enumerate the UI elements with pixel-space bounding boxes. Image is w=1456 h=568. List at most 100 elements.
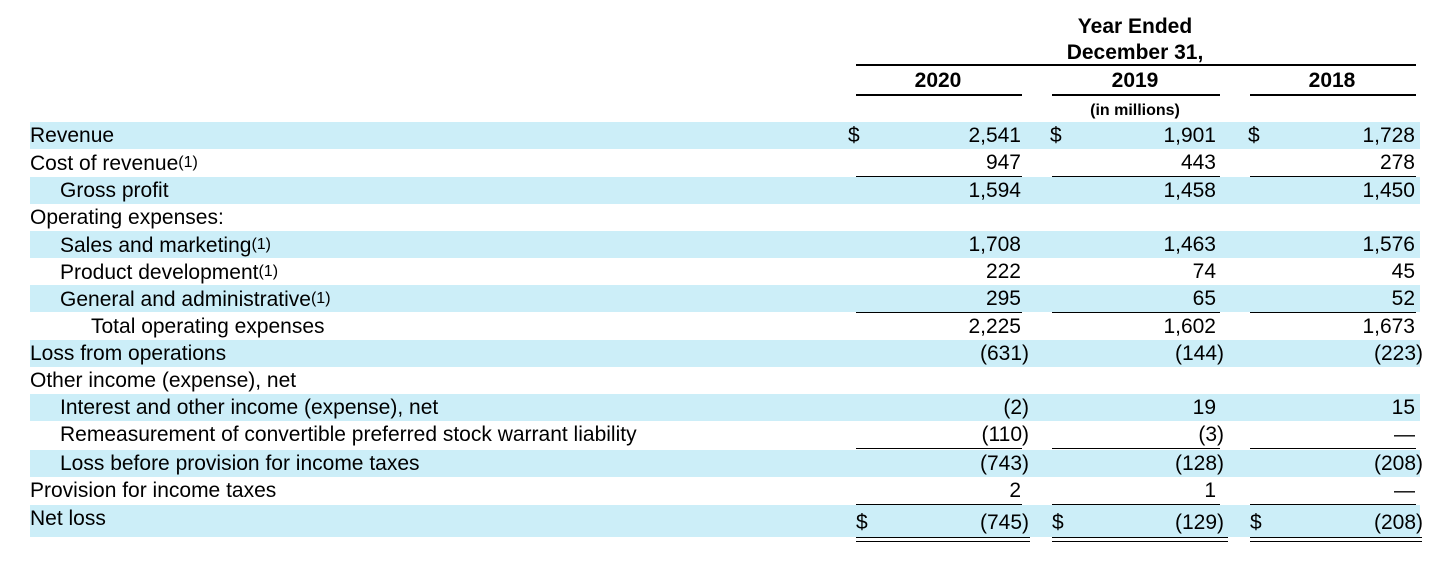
row-label: Provision for income taxes (30, 479, 277, 502)
cell-2019: (129) (1174, 511, 1224, 534)
cell-2018: (223) (1373, 342, 1423, 365)
row-label: Product development(1) (60, 258, 278, 287)
row-label-text: Sales and marketing (60, 234, 252, 257)
cell-2019: 65 (1192, 287, 1216, 310)
cell-2020: 947 (985, 151, 1021, 174)
header-span-rule (856, 64, 1416, 66)
subtotal-rule (1250, 504, 1416, 505)
row-label: Revenue (30, 124, 115, 147)
total-double-rule (856, 537, 1030, 542)
row-label-text: Cost of revenue (30, 152, 179, 175)
cell-2020: (745) (979, 511, 1029, 534)
cell-2020: (110) (981, 423, 1029, 446)
footnote-ref: (1) (251, 236, 272, 253)
year-header-2020: 2020 (914, 69, 962, 92)
cell-2020: 295 (985, 287, 1021, 310)
header-title-line1: Year Ended (1077, 15, 1193, 38)
currency-symbol: $ (1248, 124, 1260, 147)
units-label: (in millions) (1090, 102, 1180, 119)
year-rule-2020 (856, 94, 1022, 96)
cell-2019: 74 (1192, 260, 1216, 283)
table-row-cost-of-revenue: Cost of revenue(1) 947 443 278 (30, 149, 1420, 176)
row-label: Interest and other income (expense), net (60, 396, 439, 419)
cell-2019: 1,602 (1163, 315, 1216, 338)
cell-2020: 1,594 (968, 179, 1021, 202)
cell-2019: (128) (1174, 452, 1224, 475)
column-group-header: Year Ended December 31, (1030, 14, 1240, 66)
row-label: Net loss (30, 507, 106, 530)
cell-2018: (208) (1373, 452, 1423, 475)
cell-2018: 45 (1391, 260, 1415, 283)
cell-2020: 1,708 (968, 233, 1021, 256)
row-label: Operating expenses: (30, 206, 224, 229)
cell-2018: 1,673 (1362, 315, 1415, 338)
table-row-loss-before-provision: Loss before provision for income taxes (… (30, 450, 1423, 477)
cell-2019: 1,463 (1163, 233, 1216, 256)
cell-2018: 1,450 (1362, 179, 1415, 202)
total-double-rule (1052, 537, 1228, 542)
subtotal-rule (1250, 176, 1416, 177)
year-header-2019: 2019 (1111, 69, 1159, 92)
table-row-provision-for-income-taxes: Provision for income taxes 2 1 — (30, 477, 1420, 504)
subtotal-rule (856, 504, 1022, 505)
year-rule-2019 (1052, 94, 1220, 96)
cell-2018: 15 (1391, 396, 1415, 419)
table-row-general-and-administrative: General and administrative(1) 295 65 52 (30, 285, 1420, 312)
cell-2018: 1,728 (1362, 124, 1415, 147)
subtotal-rule (1052, 176, 1220, 177)
row-label: Loss before provision for income taxes (60, 452, 420, 475)
row-label-text: Product development (60, 261, 259, 284)
cell-2020: (743) (979, 452, 1029, 475)
currency-symbol: $ (1052, 511, 1064, 534)
cell-2018: — (1394, 423, 1415, 446)
year-header-2018: 2018 (1308, 69, 1356, 92)
row-label: Gross profit (60, 179, 169, 202)
row-label-text: General and administrative (60, 288, 311, 311)
row-label: Loss from operations (30, 342, 227, 365)
row-label: Sales and marketing(1) (60, 231, 271, 260)
table-row-total-operating-expenses: Total operating expenses 2,225 1,602 1,6… (30, 313, 1420, 340)
cell-2019: (3) (1198, 423, 1224, 446)
subtotal-rule (1052, 312, 1220, 313)
year-rule-2018 (1250, 94, 1416, 96)
subtotal-rule (1052, 448, 1220, 449)
cell-2018: 1,576 (1362, 233, 1415, 256)
cell-2019: (144) (1174, 342, 1224, 365)
cell-2020: (2) (1003, 396, 1029, 419)
table-row-remeasurement-warrant-liability: Remeasurement of convertible preferred s… (30, 421, 1420, 448)
cell-2020: (631) (979, 342, 1029, 365)
table-row-other-income-header: Other income (expense), net (30, 367, 1420, 394)
row-label: General and administrative(1) (60, 285, 331, 314)
table-row-gross-profit: Gross profit 1,594 1,458 1,450 (30, 177, 1420, 204)
cell-2018: — (1394, 479, 1415, 502)
table-row-loss-from-operations: Loss from operations (631) (144) (223) (30, 340, 1423, 367)
table-row-sales-and-marketing: Sales and marketing(1) 1,708 1,463 1,576 (30, 231, 1420, 258)
cell-2020: 2 (1009, 479, 1021, 502)
header-title-line2: December 31, (1066, 41, 1204, 64)
total-double-rule (1250, 537, 1422, 542)
currency-symbol: $ (848, 124, 860, 147)
currency-symbol: $ (856, 511, 868, 534)
subtotal-rule (1250, 448, 1416, 449)
table-row-revenue: Revenue $ 2,541 $ 1,901 $ 1,728 (30, 122, 1420, 149)
table-row-interest-and-other-income: Interest and other income (expense), net… (30, 394, 1420, 421)
table-row-operating-expenses-header: Operating expenses: (30, 204, 1420, 231)
cell-2018: 52 (1391, 287, 1415, 310)
row-label: Cost of revenue(1) (30, 149, 198, 178)
table-row-net-loss: Net loss $ (745) $ (129) $ (208) (30, 505, 1423, 537)
cell-2020: 2,225 (968, 315, 1021, 338)
footnote-ref: (1) (178, 154, 198, 171)
cell-2019: 1,901 (1163, 124, 1216, 147)
cell-2018: (208) (1373, 511, 1423, 534)
subtotal-rule (1052, 504, 1220, 505)
row-label: Other income (expense), net (30, 369, 297, 392)
subtotal-rule (856, 176, 1022, 177)
cell-2019: 443 (1180, 151, 1216, 174)
table-row-product-development: Product development(1) 222 74 45 (30, 258, 1420, 285)
cell-2019: 1 (1204, 479, 1216, 502)
subtotal-rule (856, 312, 1022, 313)
footnote-ref: (1) (310, 290, 331, 307)
cell-2020: 2,541 (968, 124, 1021, 147)
cell-2019: 19 (1192, 396, 1216, 419)
footnote-ref: (1) (258, 263, 279, 280)
